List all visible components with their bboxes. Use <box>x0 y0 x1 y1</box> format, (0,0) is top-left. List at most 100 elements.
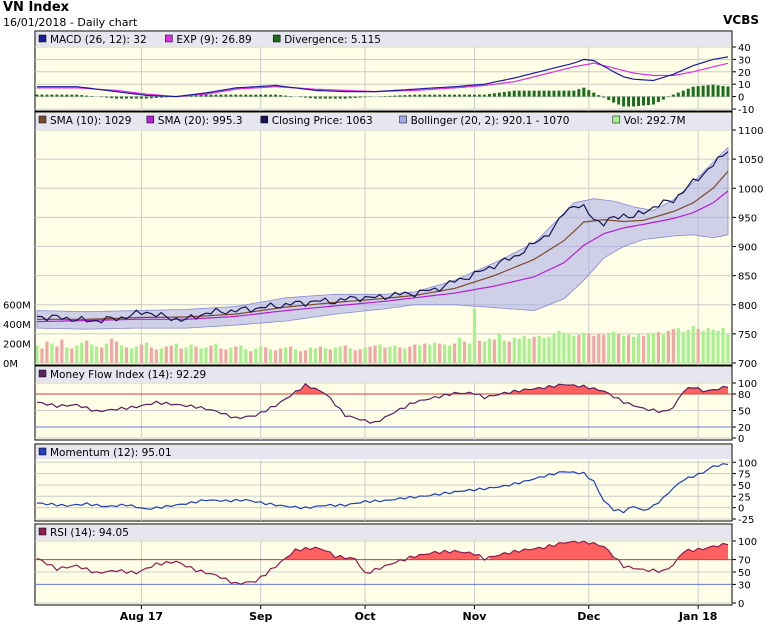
volume-bar <box>403 348 407 363</box>
volume-bar <box>721 328 725 363</box>
volume-bar <box>194 346 198 363</box>
y-tick-label: 10 <box>738 80 751 91</box>
volume-bar <box>646 333 651 363</box>
volume-bar <box>80 342 84 363</box>
volume-bar <box>219 348 223 363</box>
volume-bar <box>199 348 203 363</box>
y-tick-label: 20 <box>738 68 751 79</box>
volume-bar <box>472 308 477 363</box>
volume-bar <box>129 348 134 363</box>
volume-bar <box>239 345 243 363</box>
volume-bar <box>378 344 382 363</box>
volume-bar <box>691 326 695 363</box>
sma20-line <box>36 190 729 323</box>
volume-bar <box>497 333 501 363</box>
legend-label: Money Flow Index (14): 92.29 <box>50 369 206 381</box>
volume-bar <box>607 332 611 363</box>
legend-swatch <box>165 34 173 43</box>
y-tick-label: 950 <box>738 213 757 224</box>
volume-bar <box>706 328 710 363</box>
y-tick-label: 75 <box>738 470 751 481</box>
volume-tick-label: 0M <box>3 359 18 370</box>
overbought-fill <box>285 547 356 560</box>
overbought-fill <box>295 383 326 394</box>
volume-bar <box>512 337 516 363</box>
volume-bar <box>229 347 233 363</box>
volume-bar <box>55 346 59 363</box>
volume-bar <box>602 334 606 363</box>
x-tick-label: Oct <box>355 610 376 623</box>
volume-bar <box>353 350 357 363</box>
volume-bar <box>502 340 506 363</box>
volume-bar <box>288 346 293 363</box>
y-tick-label: 100 <box>738 458 757 469</box>
volume-bar <box>114 341 119 363</box>
volume-bar <box>189 344 193 363</box>
volume-bar <box>149 347 153 363</box>
volume-bar <box>433 342 437 363</box>
volume-bar <box>303 350 308 363</box>
volume-bar <box>204 347 208 363</box>
volume-bar <box>617 333 621 363</box>
volume-bar <box>104 343 109 363</box>
volume-bar <box>701 330 705 363</box>
y-tick-label: -10 <box>738 105 754 116</box>
y-tick-label: 40 <box>738 43 751 54</box>
volume-bar <box>423 343 427 363</box>
volume-bar <box>562 332 566 363</box>
y-tick-label: 20 <box>738 423 751 434</box>
panel-0-legend-bar <box>36 32 731 46</box>
x-tick-label: Jan 18 <box>678 610 717 623</box>
volume-bar <box>612 331 616 363</box>
chart-subtitle: 16/01/2018 - Daily chart <box>3 16 138 29</box>
legend-swatch <box>38 527 47 536</box>
volume-bar <box>318 346 322 363</box>
volume-bar <box>333 347 337 363</box>
legend-swatch <box>272 34 281 43</box>
volume-bar <box>95 346 99 363</box>
volume-bar <box>293 349 298 363</box>
volume-bar <box>452 343 457 363</box>
volume-bar <box>368 346 372 363</box>
panel-1-legend-bar <box>36 113 731 129</box>
y-tick-label: 70 <box>738 556 751 567</box>
bollinger-band <box>36 146 729 330</box>
volume-bar <box>164 346 168 363</box>
volume-bar <box>328 349 332 363</box>
y-tick-label: 80 <box>738 390 751 401</box>
macd-line <box>37 56 729 98</box>
volume-bar <box>264 347 268 363</box>
legend-label: SMA (10): 1029 <box>50 115 131 127</box>
legend-label: Momentum (12): 95.01 <box>50 447 172 459</box>
volume-bar <box>507 341 511 363</box>
volume-bar <box>109 338 114 363</box>
volume-bar <box>35 345 39 363</box>
volume-bar <box>487 338 491 363</box>
volume-bar <box>363 347 367 363</box>
volume-bar <box>234 346 238 363</box>
x-tick-label: Dec <box>577 610 600 623</box>
volume-bar <box>70 348 74 363</box>
indicator-line <box>36 382 729 424</box>
volume-bar <box>492 339 496 363</box>
legend-label: Divergence: 5.115 <box>284 34 381 46</box>
volume-tick-label: 400M <box>3 320 31 331</box>
volume-bar <box>40 348 44 363</box>
volume-bar <box>467 343 472 363</box>
volume-bar <box>631 336 636 363</box>
volume-bar <box>696 329 700 363</box>
overbought-fill <box>678 543 728 560</box>
close-price-line <box>36 151 729 324</box>
volume-bar <box>681 331 685 363</box>
y-tick-label: 850 <box>738 272 757 283</box>
volume-bar <box>428 344 432 363</box>
volume-bar <box>636 333 641 363</box>
volume-bar <box>641 335 646 363</box>
volume-bar <box>338 346 342 363</box>
volume-bar <box>457 337 462 363</box>
y-tick-label: 750 <box>738 330 757 341</box>
volume-bar <box>313 348 317 363</box>
y-tick-label: -25 <box>738 515 754 526</box>
volume-bar <box>686 329 690 363</box>
volume-bar <box>577 334 581 363</box>
